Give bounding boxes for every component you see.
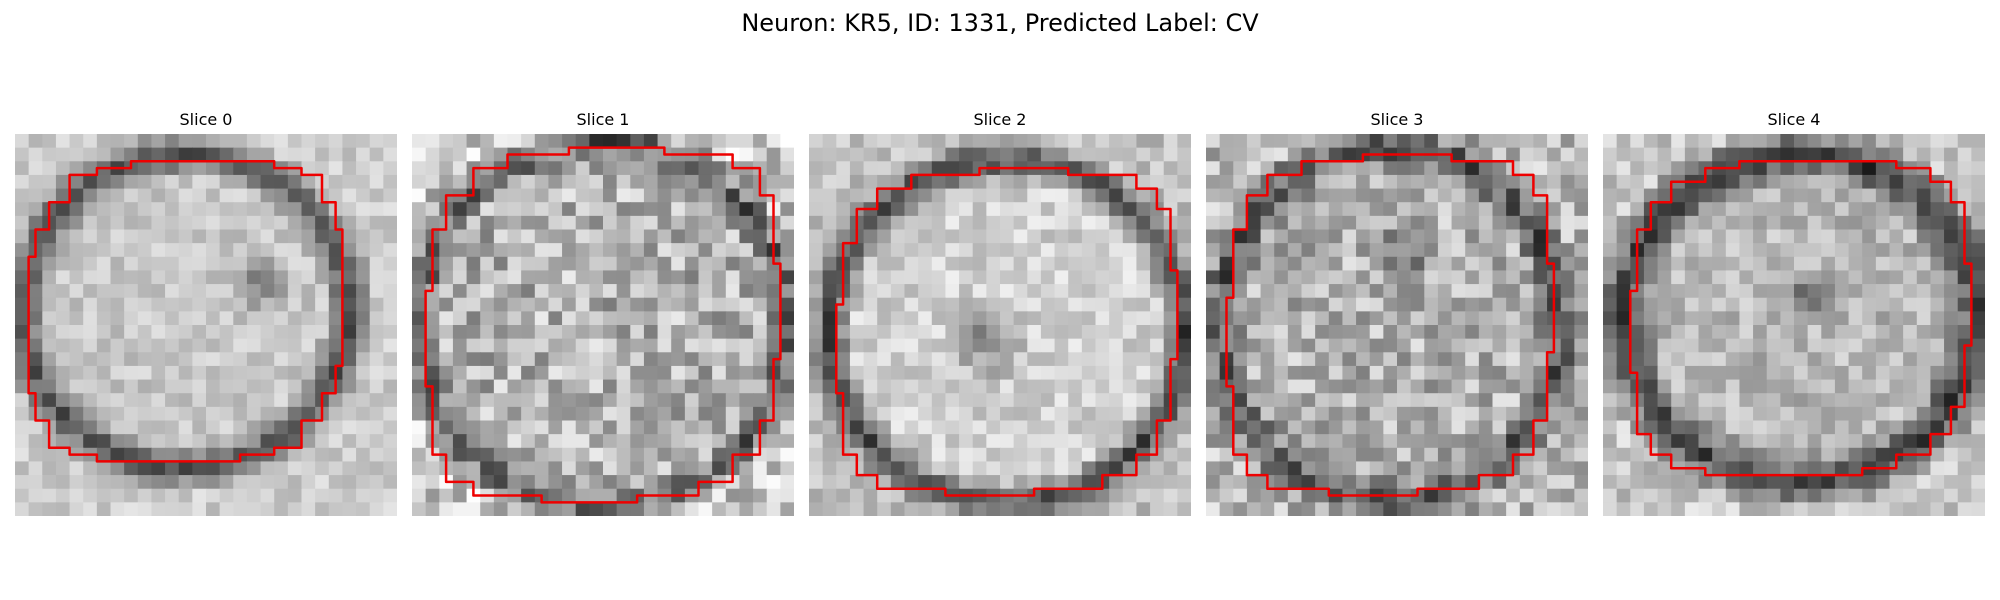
slice-panel-3: Slice 3 (1206, 108, 1588, 516)
segmentation-contour (835, 166, 1179, 497)
slice-title: Slice 4 (1767, 110, 1821, 129)
slice-panel-2: Slice 2 (809, 108, 1191, 516)
slice-panel-4: Slice 4 (1603, 108, 1985, 516)
slice-image-1 (412, 134, 794, 516)
segmentation-contour (1225, 153, 1556, 497)
slice-image-3 (1206, 134, 1588, 516)
slice-panel-1: Slice 1 (412, 108, 794, 516)
segmentation-contour (424, 146, 782, 504)
segmentation-contour (27, 160, 344, 463)
slice-title: Slice 2 (973, 110, 1027, 129)
figure-title: Neuron: KR5, ID: 1331, Predicted Label: … (741, 9, 1259, 37)
slice-title: Slice 3 (1370, 110, 1424, 129)
slice-image-4 (1603, 134, 1985, 516)
slice-image-0 (15, 134, 397, 516)
slice-panel-0: Slice 0 (15, 108, 397, 516)
slice-title: Slice 1 (576, 110, 630, 129)
segmentation-contour (1629, 160, 1973, 477)
slice-title: Slice 0 (179, 110, 233, 129)
slice-image-2 (809, 134, 1191, 516)
